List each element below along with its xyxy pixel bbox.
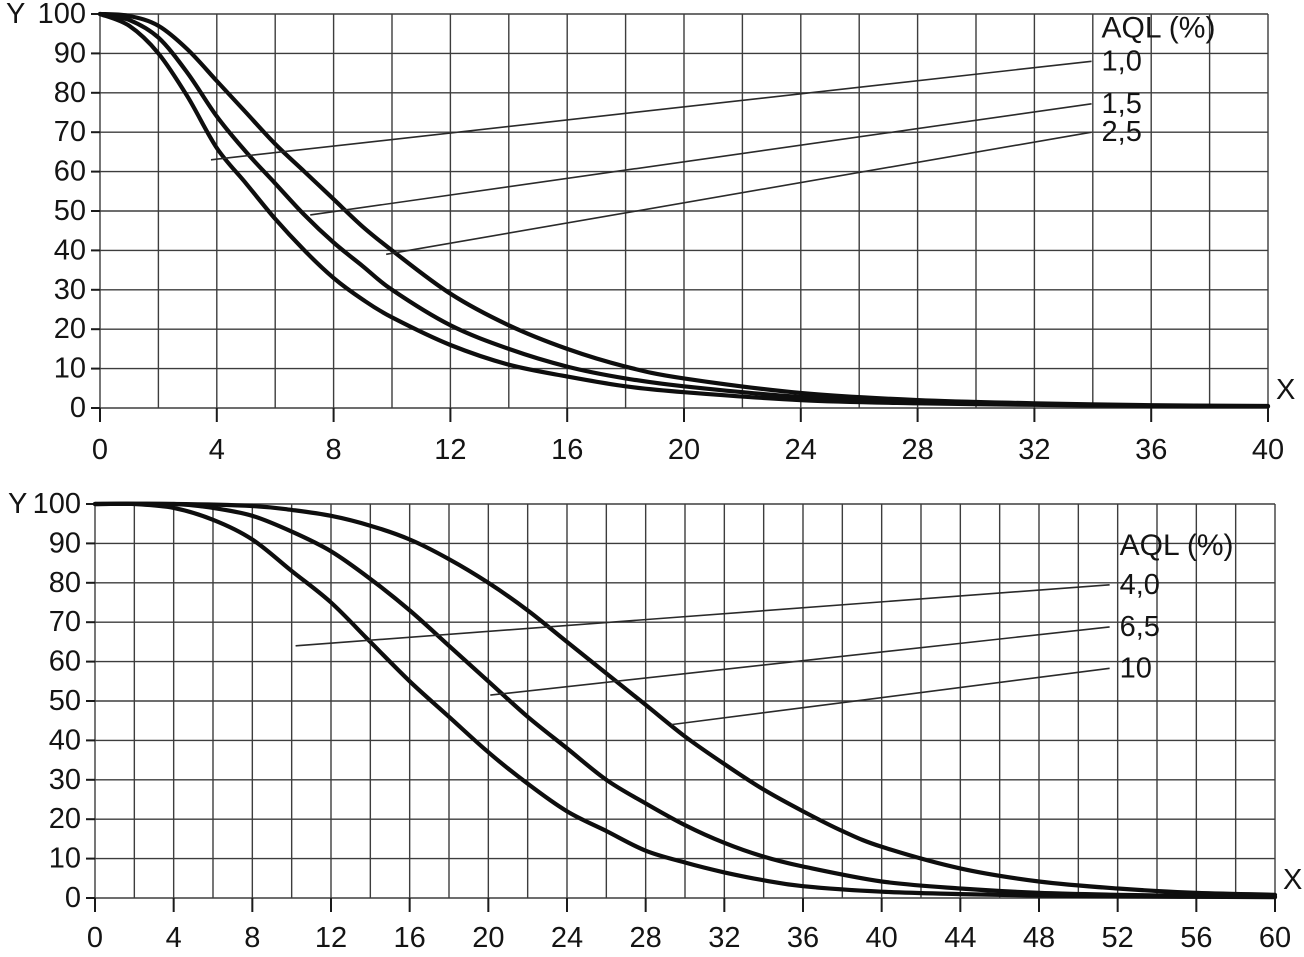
y-tick-label: 90 <box>49 527 81 559</box>
y-tick-label: 10 <box>54 353 86 385</box>
x-tick-label: 8 <box>244 922 260 954</box>
y-tick-label: 0 <box>65 882 81 914</box>
y-tick-label: 20 <box>54 313 86 345</box>
oc-chart-top: 0 4 8 12 16 20 24 28 32 36 40 0 10 20 30 40 50 60 70 80 90 10… <box>6 0 1295 466</box>
y-tick-label: 60 <box>54 156 86 188</box>
x-tick-label: 56 <box>1180 922 1212 954</box>
oc-chart-bottom: 0 4 8 12 16 20 24 28 32 36 40 44 48 52 56 6001020304050… <box>8 488 1302 954</box>
x-tick-label: 4 <box>166 922 182 954</box>
x-tick-label: 36 <box>1135 434 1167 466</box>
y-tick-label: 50 <box>49 685 81 717</box>
x-tick-label: 0 <box>92 434 108 466</box>
y-tick-label: 20 <box>49 803 81 835</box>
x-tick-label: 16 <box>551 434 583 466</box>
y-axis-label: Y <box>8 488 27 520</box>
x-tick-label: 20 <box>472 922 504 954</box>
legend-title: AQL (%) <box>1120 529 1234 562</box>
legend-item-label: 1,5 <box>1102 88 1142 120</box>
legend-item-label: 6,5 <box>1120 611 1160 643</box>
y-tick-label: 70 <box>54 116 86 148</box>
x-tick-label: 60 <box>1259 922 1291 954</box>
oc-curve-1 <box>92 501 1278 900</box>
y-tick-label: 70 <box>49 606 81 638</box>
y-tick-label: 50 <box>54 195 86 227</box>
legend-item-label: 10 <box>1120 652 1152 684</box>
x-tick-label: 8 <box>326 434 342 466</box>
x-tick-label: 0 <box>87 922 103 954</box>
legend-leader-line <box>310 103 1092 216</box>
oc-curve-3 <box>92 501 1278 897</box>
x-tick-label: 44 <box>944 922 976 954</box>
x-tick-label: 32 <box>708 922 740 954</box>
y-tick-label: 30 <box>49 764 81 796</box>
y-tick-label: 100 <box>38 0 86 30</box>
x-tick-label: 32 <box>1018 434 1050 466</box>
legend-item-label: 1,0 <box>1102 45 1142 77</box>
x-tick-label: 52 <box>1102 922 1134 954</box>
legend-leader-line <box>671 667 1110 726</box>
oc-curve-2 <box>92 501 1278 899</box>
x-tick-label: 24 <box>785 434 817 466</box>
y-tick-label: 90 <box>54 37 86 69</box>
x-tick-label: 28 <box>901 434 933 466</box>
y-tick-label: 80 <box>49 567 81 599</box>
y-tick-label: 40 <box>54 234 86 266</box>
x-tick-label: 24 <box>551 922 583 954</box>
x-tick-label: 4 <box>209 434 225 466</box>
y-tick-label: 40 <box>49 724 81 756</box>
y-tick-label: 100 <box>33 488 81 520</box>
legend-title: AQL (%) <box>1102 11 1216 44</box>
oc-curve-3 <box>97 11 1271 409</box>
legend-leader-line <box>386 131 1092 256</box>
y-tick-label: 80 <box>54 77 86 109</box>
legend-item-label: 4,0 <box>1120 569 1160 601</box>
x-axis-label: X <box>1283 864 1302 896</box>
y-axis-label: Y <box>6 0 25 30</box>
y-tick-label: 10 <box>49 843 81 875</box>
legend-leader-line <box>210 60 1092 161</box>
x-tick-label: 48 <box>1023 922 1055 954</box>
y-tick-label: 0 <box>70 392 86 424</box>
x-tick-label: 28 <box>630 922 662 954</box>
x-tick-label: 36 <box>787 922 819 954</box>
legend-leader-line <box>490 626 1110 696</box>
legend-item-label: 2,5 <box>1102 116 1142 148</box>
x-tick-label: 12 <box>434 434 466 466</box>
x-tick-label: 20 <box>668 434 700 466</box>
x-tick-label: 12 <box>315 922 347 954</box>
legend-leader-line <box>295 583 1110 647</box>
y-tick-label: 30 <box>54 274 86 306</box>
x-axis-label: X <box>1276 374 1295 406</box>
x-tick-label: 40 <box>866 922 898 954</box>
x-tick-label: 16 <box>394 922 426 954</box>
y-tick-label: 60 <box>49 646 81 678</box>
x-tick-label: 40 <box>1252 434 1284 466</box>
